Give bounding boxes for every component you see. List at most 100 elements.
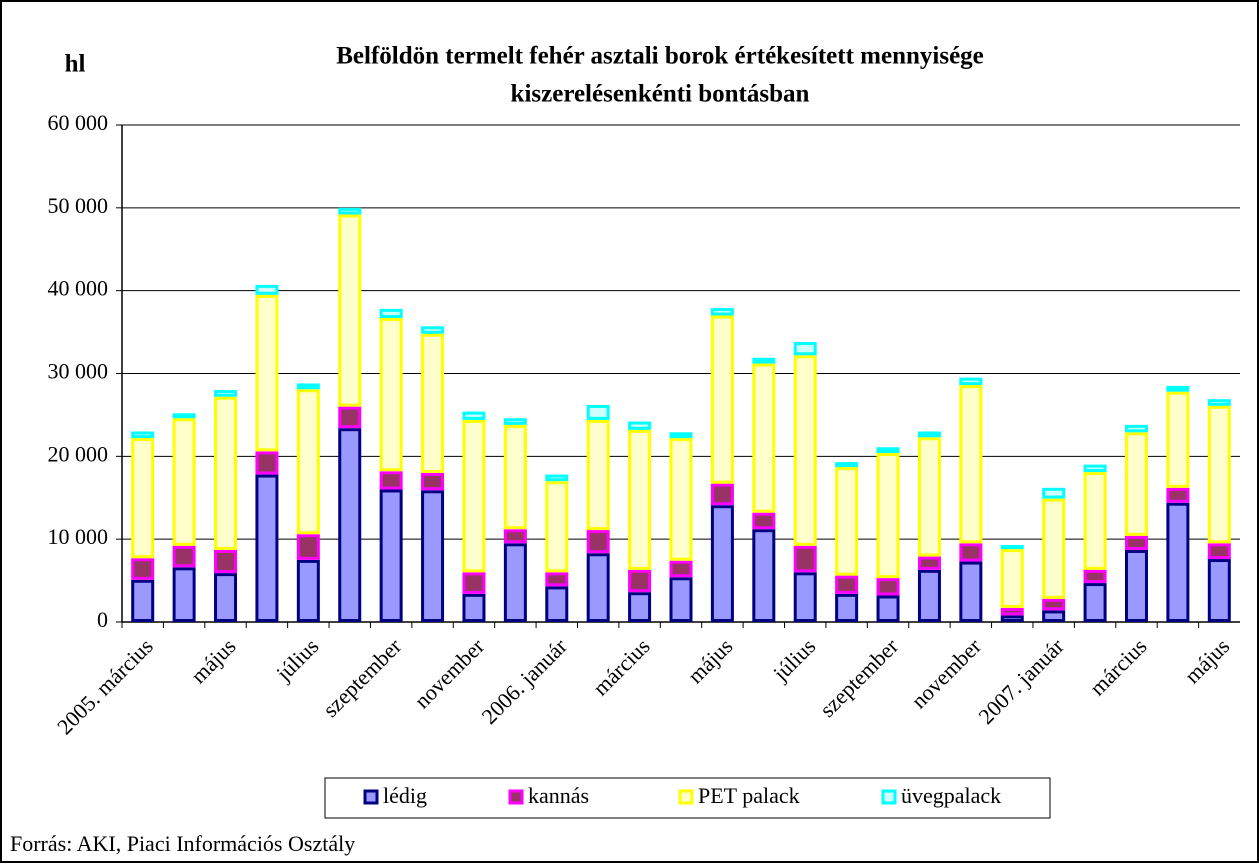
bar-segment: [876, 447, 900, 454]
bar-segment: [1207, 559, 1231, 623]
bar-segment: [338, 406, 362, 429]
bar-segment: [1042, 598, 1066, 611]
bar-segment: [793, 342, 817, 356]
bar-segment: [793, 572, 817, 622]
bar-segment: [586, 530, 610, 554]
bar-segment: [959, 385, 983, 544]
bar-segment: [255, 474, 279, 622]
chart-title: Belföldön termelt fehér asztali borok ér…: [336, 43, 984, 70]
source-note: Forrás: AKI, Piaci Információs Osztály: [10, 831, 355, 856]
bar-segment: [172, 413, 196, 419]
bar-segment: [835, 462, 859, 468]
bar-segment: [793, 355, 817, 546]
bar-segment: [255, 284, 279, 295]
bar-segment: [255, 451, 279, 475]
bar-segment: [172, 567, 196, 623]
bar-segment: [793, 545, 817, 573]
bar-segment: [503, 424, 527, 530]
bar-segment: [338, 214, 362, 407]
bar-segment: [421, 472, 445, 491]
bar-segment: [710, 483, 734, 506]
legend-label: kannás: [528, 783, 589, 808]
bar-segment: [545, 572, 569, 587]
bar-segment: [710, 308, 734, 316]
bar-segment: [296, 534, 320, 560]
y-axis-label: hl: [65, 51, 86, 78]
bar-segment: [503, 529, 527, 544]
bar-segment: [586, 419, 610, 531]
bar-segment: [1083, 464, 1107, 473]
bar-segment: [214, 573, 238, 623]
bar-segment: [1124, 549, 1148, 622]
bar-segment: [752, 512, 776, 530]
bar-segment: [214, 549, 238, 574]
bar-segment: [1083, 569, 1107, 584]
bar-segment: [669, 560, 693, 578]
legend-swatch: [678, 789, 694, 805]
bar-segment: [338, 428, 362, 623]
bar-segment: [421, 333, 445, 473]
bar-segment: [1000, 549, 1024, 608]
bar-segment: [296, 389, 320, 535]
legend-label: PET palack: [698, 783, 800, 808]
bar-segment: [379, 471, 403, 490]
bar-segment: [752, 529, 776, 623]
bar-segment: [296, 383, 320, 390]
bar-segment: [379, 318, 403, 472]
bar-segment: [172, 545, 196, 568]
bar-segment: [1083, 472, 1107, 570]
y-tick-label: 20 000: [48, 441, 109, 466]
bar-segment: [710, 315, 734, 484]
bar-segment: [1207, 405, 1231, 544]
bar-segment: [172, 418, 196, 546]
legend-swatch: [363, 789, 379, 805]
bar-segment: [1042, 610, 1066, 622]
bar-segment: [131, 431, 155, 439]
bar-segment: [1124, 432, 1148, 536]
bar-segment: [545, 474, 569, 482]
bar-segment: [586, 404, 610, 420]
legend-label: lédig: [383, 783, 427, 808]
bar-segment: [1042, 498, 1066, 599]
bar-segment: [1083, 583, 1107, 623]
y-tick-label: 30 000: [48, 359, 109, 384]
bar-segment: [628, 569, 652, 593]
bar-segment: [1042, 487, 1066, 499]
bar-segment: [1000, 607, 1024, 616]
bar-segment: [131, 558, 155, 580]
y-tick-label: 0: [97, 607, 108, 632]
bar-segment: [876, 595, 900, 623]
bar-segment: [1000, 615, 1024, 623]
bar-segment: [1000, 544, 1024, 550]
legend-swatch: [881, 789, 897, 805]
bar-segment: [214, 390, 238, 397]
y-tick-label: 50 000: [48, 193, 109, 218]
bar-segment: [545, 481, 569, 573]
bar-segment: [214, 396, 238, 550]
bar-segment: [876, 578, 900, 596]
bar-segment: [255, 294, 279, 452]
bar-segment: [1166, 385, 1190, 392]
bar-segment: [628, 429, 652, 570]
bar-segment: [835, 467, 859, 576]
bar-segment: [338, 207, 362, 215]
bar-segment: [669, 438, 693, 561]
legend-swatch: [508, 789, 524, 805]
legend-label: üvegpalack: [901, 783, 1001, 808]
bar-segment: [462, 419, 486, 573]
bar-segment: [379, 308, 403, 319]
y-tick-label: 10 000: [48, 524, 109, 549]
bar-segment: [1166, 487, 1190, 503]
bar-segment: [421, 326, 445, 334]
bar-segment: [752, 357, 776, 364]
bar-segment: [959, 561, 983, 623]
bar-segment: [131, 579, 155, 623]
bar-segment: [1166, 502, 1190, 622]
bar-segment: [503, 543, 527, 623]
bar-segment: [959, 377, 983, 386]
bar-segment: [586, 553, 610, 623]
bar-segment: [379, 489, 403, 623]
bar-segment: [628, 421, 652, 430]
bar-segment: [752, 363, 776, 513]
